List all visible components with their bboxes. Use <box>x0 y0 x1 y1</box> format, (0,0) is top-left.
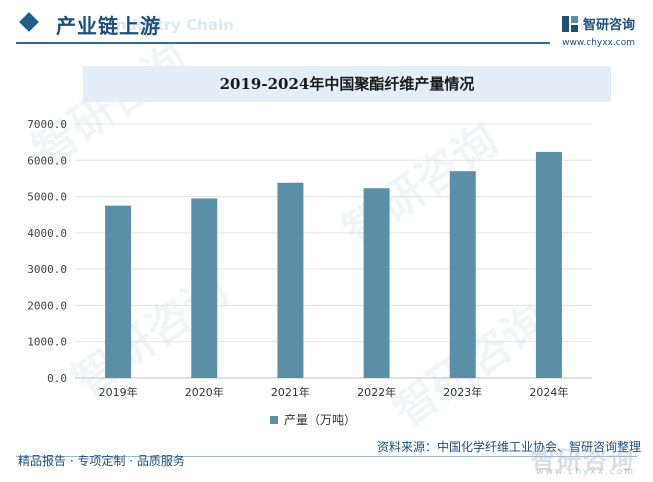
header-divider <box>16 42 550 44</box>
x-tick-label: 2023年 <box>443 385 482 399</box>
bar-2020年 <box>191 198 218 378</box>
brand-url: www.chyxx.com <box>562 38 635 48</box>
legend-label: 产量（万吨） <box>284 413 357 427</box>
y-tick-label: 0.0 <box>47 372 67 385</box>
footer-divider <box>16 456 637 457</box>
x-tick-label: 2021年 <box>271 385 310 399</box>
y-tick-label: 1000.0 <box>27 336 67 349</box>
header-ghost-text: Industry Chain <box>110 16 234 34</box>
y-tick-label: 3000.0 <box>27 263 67 276</box>
bar-2021年 <box>277 182 304 378</box>
brand-logo: 智研咨询 <box>561 14 635 33</box>
x-tick-label: 2024年 <box>529 385 568 399</box>
footer-url: www.chyxx.com <box>536 467 635 477</box>
y-tick-label: 4000.0 <box>27 227 67 240</box>
y-tick-label: 6000.0 <box>27 154 67 167</box>
y-tick-label: 5000.0 <box>27 191 67 204</box>
brand-name: 智研咨询 <box>582 18 635 33</box>
bar-2023年 <box>449 171 476 378</box>
section-title: 产业链上游 <box>56 14 161 38</box>
zhiyan-logo-icon <box>561 15 578 32</box>
x-tick-label: 2019年 <box>99 385 138 399</box>
footer-brand: 智研咨询 <box>531 446 635 474</box>
bar-2019年 <box>105 205 132 378</box>
legend-swatch <box>270 415 278 424</box>
chart-title: 2019-2024年中国聚酯纤维产量情况 <box>83 66 611 102</box>
legend: 产量（万吨） <box>270 411 356 428</box>
x-tick-label: 2020年 <box>185 385 224 399</box>
source-note: 资料来源：中国化学纤维工业协会、智研咨询整理 <box>376 440 641 454</box>
y-tick-label: 7000.0 <box>27 118 67 131</box>
header: Industry Chain 产业链上游 智研咨询 www.chyxx.com <box>0 0 653 52</box>
bar-2022年 <box>363 188 390 378</box>
x-tick-label: 2022年 <box>357 385 396 399</box>
footer-tagline: 精品报告 · 专项定制 · 品质服务 <box>18 454 185 468</box>
y-tick-label: 2000.0 <box>27 299 67 312</box>
bar-2024年 <box>535 151 562 378</box>
